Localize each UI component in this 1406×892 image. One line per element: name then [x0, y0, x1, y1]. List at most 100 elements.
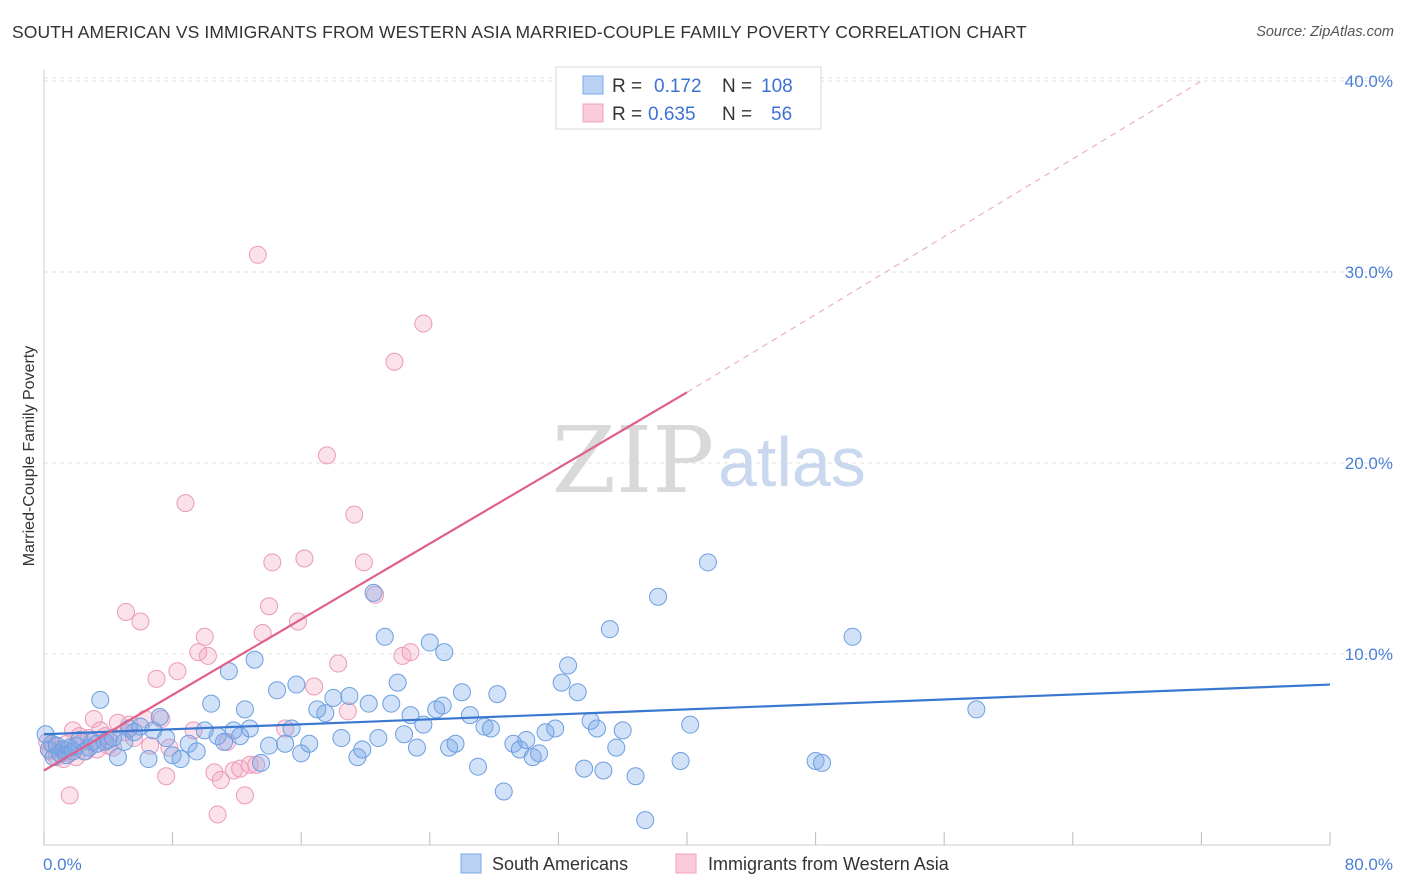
scatter-point-south-americans — [235, 700, 254, 719]
legend-r-value: 0.635 — [648, 104, 696, 125]
scatter-point-south-americans — [324, 688, 343, 707]
scatter-point-western-asia — [295, 549, 314, 568]
scatter-point-south-americans — [108, 748, 127, 767]
trend-lines — [43, 80, 1331, 772]
scatter-point-south-americans — [813, 753, 832, 772]
scatter-point-south-americans — [559, 656, 578, 675]
legend-swatch-south-americans — [582, 75, 604, 95]
scatter-point-south-americans — [587, 719, 606, 738]
scatter-point-western-asia — [116, 602, 135, 621]
scatter-point-western-asia — [224, 761, 243, 780]
legend-n-label: N = — [722, 104, 752, 125]
scatter-point-south-americans — [157, 729, 176, 748]
legend-n-value: 108 — [761, 76, 793, 97]
y-tick-labels: 10.0% 20.0% 30.0% 40.0% — [1345, 72, 1393, 664]
scatter-point-western-asia — [125, 729, 144, 748]
scatter-point-western-asia — [317, 446, 336, 465]
scatter-point-western-asia — [235, 786, 254, 805]
scatter-point-south-americans — [681, 715, 700, 734]
scatter-point-south-americans — [594, 761, 613, 780]
scatter-point-western-asia — [131, 612, 150, 631]
legend-n-label: N = — [722, 76, 752, 97]
scatter-point-south-americans — [340, 687, 359, 706]
y-tick-label: 40.0% — [1345, 72, 1393, 91]
scatter-point-western-asia — [354, 553, 373, 572]
scatter-point-western-asia — [385, 352, 404, 371]
scatter-point-western-asia — [208, 805, 227, 824]
scatter-point-south-americans — [420, 633, 439, 652]
scatter-point-south-americans — [649, 587, 668, 606]
bottom-legend-swatch-south-americans — [460, 853, 482, 874]
scatter-point-south-americans — [282, 719, 301, 738]
scatter-point-south-americans — [287, 675, 306, 694]
scatter-point-south-americans — [843, 627, 862, 646]
trend-line-western-asia-extension — [686, 80, 1202, 393]
scatter-point-south-americans — [452, 683, 471, 702]
bottom-legend-label-south-americans: South Americans — [492, 854, 628, 874]
scatter-point-western-asia — [305, 677, 324, 696]
scatter-point-western-asia — [141, 736, 160, 755]
scatter-point-south-americans — [359, 694, 378, 713]
scatter-point-south-americans — [433, 696, 452, 715]
scatter-point-south-americans — [671, 751, 690, 770]
scatter-point-western-asia — [168, 662, 187, 681]
scatter-point-south-americans — [369, 729, 388, 748]
scatter-point-western-asia — [195, 627, 214, 646]
scatter-point-western-asia — [240, 755, 259, 774]
scatter-point-south-americans — [530, 744, 549, 763]
scatter-point-western-asia — [401, 643, 420, 662]
scatter-point-south-americans — [382, 694, 401, 713]
scatter-point-south-americans — [150, 708, 169, 727]
scatter-point-south-americans — [552, 673, 571, 692]
scatter-point-south-americans — [395, 725, 414, 744]
scatter-point-south-americans — [171, 750, 190, 769]
scatter-point-south-americans — [375, 627, 394, 646]
scatter-point-south-americans — [115, 732, 134, 751]
scatter-point-western-asia — [176, 494, 195, 513]
scatter-point-south-americans — [91, 690, 110, 709]
scatter-point-western-asia — [260, 597, 279, 616]
scatter-point-western-asia — [345, 505, 364, 524]
scatter-point-western-asia — [84, 709, 103, 728]
scatter-point-south-americans — [260, 736, 279, 755]
watermark-atlas: atlas — [718, 423, 866, 501]
scatter-point-south-americans — [353, 740, 372, 759]
scatter-point-south-americans — [607, 738, 626, 757]
scatter-point-south-americans — [806, 751, 825, 770]
scatter-point-south-americans — [626, 767, 645, 786]
legend-swatch-western-asia — [582, 103, 604, 123]
scatter-point-south-americans — [268, 681, 287, 700]
scatter-point-south-americans — [187, 742, 206, 761]
axes — [43, 70, 1331, 846]
scatter-point-south-americans — [300, 734, 319, 753]
x-tick-label: 0.0% — [43, 855, 82, 874]
scatter-point-south-americans — [276, 734, 295, 753]
scatter-point-western-asia — [248, 245, 267, 264]
scatter-point-south-americans — [240, 719, 259, 738]
scatter-point-western-asia — [147, 669, 166, 688]
scatter-point-south-americans — [446, 734, 465, 753]
scatter-point-western-asia — [189, 643, 208, 662]
scatter-point-south-americans — [698, 553, 717, 572]
scatter-point-south-americans — [435, 643, 454, 662]
scatter-point-south-americans — [139, 750, 158, 769]
scatter-point-south-americans — [364, 583, 383, 602]
trend-line-south-americans — [43, 683, 1331, 736]
y-tick-label: 20.0% — [1345, 454, 1393, 473]
scatter-point-western-asia — [211, 771, 230, 790]
scatter-point-south-americans — [517, 730, 536, 749]
y-tick-label: 30.0% — [1345, 263, 1393, 282]
scatter-point-western-asia — [338, 702, 357, 721]
scatter-point-south-americans — [536, 723, 555, 742]
scatter-point-western-asia — [263, 553, 282, 572]
scatter-point-western-asia — [329, 654, 348, 673]
scatter-point-south-americans — [245, 650, 264, 669]
source-attribution: Source: ZipAtlas.com — [1256, 24, 1394, 40]
scatter-point-western-asia — [414, 314, 433, 333]
scatter-point-south-americans — [600, 620, 619, 639]
x-tick-label: 80.0% — [1345, 855, 1393, 874]
scatter-point-south-americans — [332, 729, 351, 748]
scatter-point-western-asia — [60, 786, 79, 805]
scatter-point-south-americans — [613, 721, 632, 740]
legend: R = 0.172 N = 108 R = 0.635 N = 56 — [555, 66, 822, 130]
